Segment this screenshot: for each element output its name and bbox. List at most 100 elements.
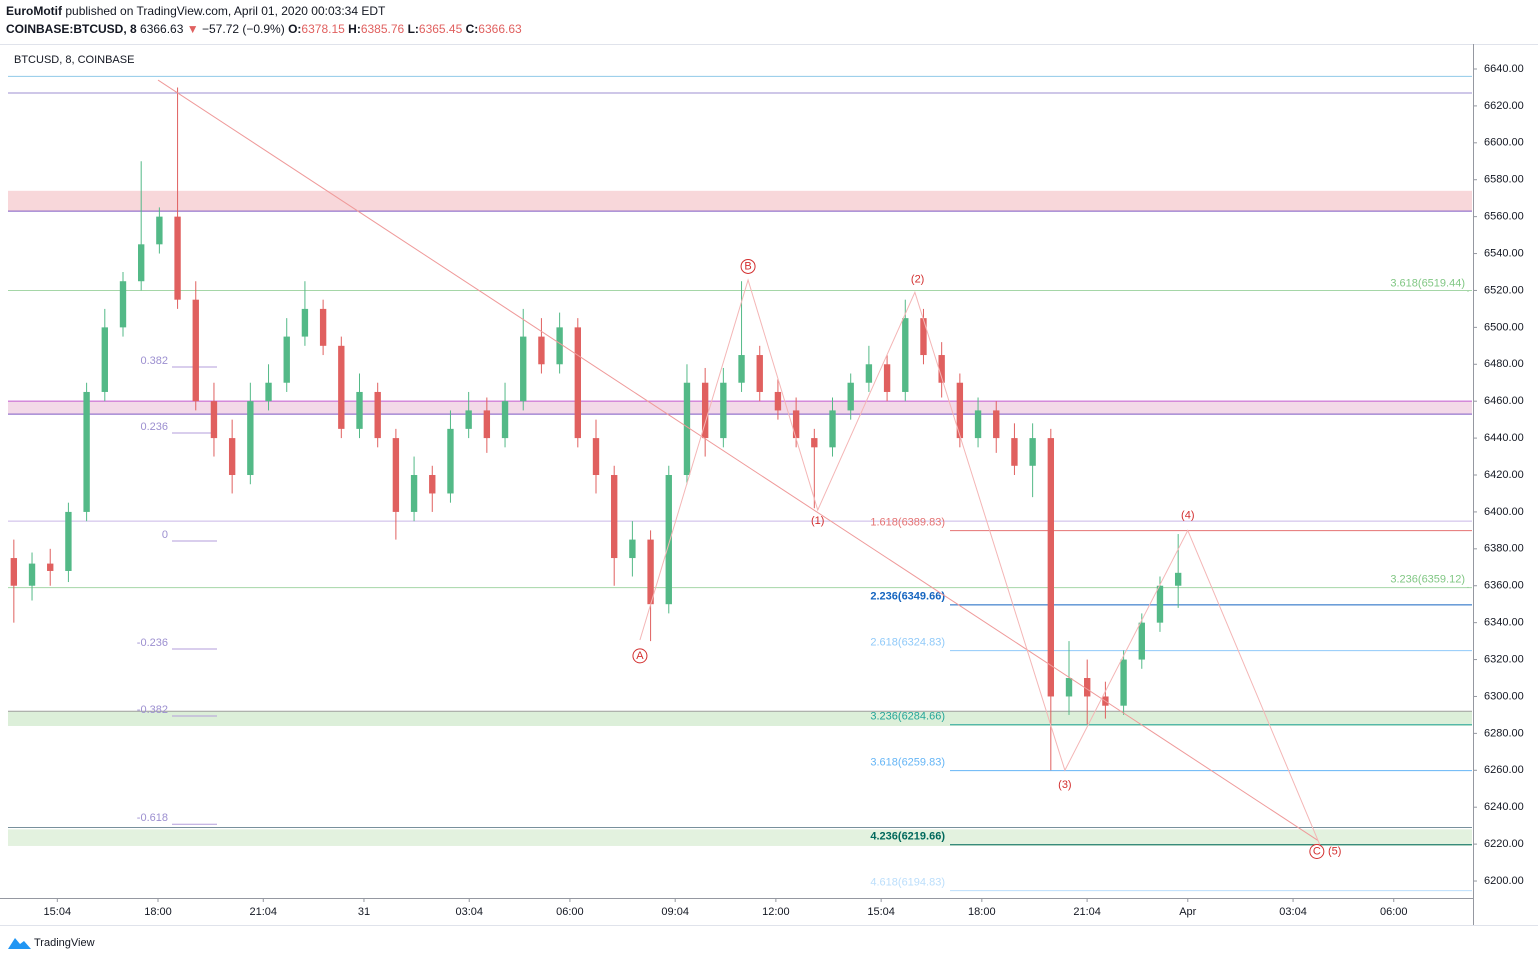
wave-path: [639, 278, 1321, 846]
fib-anchor: [1467, 586, 1469, 588]
x-tick-label: 12:00: [762, 906, 790, 918]
y-tick-label: 6560.00: [1484, 211, 1524, 223]
fib-label: 0.382: [140, 355, 168, 367]
candle-body: [283, 336, 290, 383]
price-axis-line: [1473, 44, 1474, 926]
tv-logo: [8, 938, 31, 949]
l-label: L:: [408, 22, 419, 36]
time-axis-line: [0, 898, 1474, 899]
fib-label: 3.618(6259.83): [870, 757, 945, 769]
candle-body: [720, 382, 727, 439]
fib-label: 2.236(6349.66): [870, 591, 945, 603]
wave-label: (1): [811, 515, 824, 527]
y-tick-label: 6340.00: [1484, 617, 1524, 629]
candle-body: [247, 401, 254, 476]
footer-brand[interactable]: TradingView: [34, 937, 95, 949]
x-tick-label: Apr: [1179, 906, 1196, 918]
fib-label: 2.618(6324.83): [870, 637, 945, 649]
x-tick-label: 18:00: [144, 906, 172, 918]
zone: [8, 829, 1472, 846]
y-tick-label: 6240.00: [1484, 801, 1524, 813]
fib-label: 4.236(6219.66): [870, 831, 945, 843]
candle-body: [101, 327, 108, 392]
x-tick-label: 09:04: [661, 906, 689, 918]
wave-circle: [1309, 843, 1325, 859]
candle-body: [974, 410, 982, 439]
candle-body: [1120, 659, 1127, 706]
candle-body: [647, 539, 654, 605]
x-tick-label: 15:04: [867, 906, 895, 918]
candle-body: [665, 475, 672, 605]
candle-body: [611, 475, 618, 559]
candle-body: [701, 382, 709, 439]
x-tick-label: 03:04: [1279, 906, 1307, 918]
change-arrow: ▼: [187, 22, 199, 36]
candle-body: [1174, 572, 1182, 586]
o-label: O:: [288, 22, 301, 36]
close: 6366.63: [478, 22, 522, 36]
footer-border: [0, 925, 1538, 926]
candle-body: [192, 299, 199, 402]
fib-label: -0.236: [137, 637, 168, 649]
candle-body: [865, 364, 873, 383]
candle-body: [156, 216, 163, 245]
y-tick-label: 6360.00: [1484, 580, 1524, 592]
candle-body: [520, 336, 527, 402]
candle-body: [556, 327, 563, 365]
y-tick-label: 6580.00: [1484, 174, 1524, 186]
candle-body: [265, 382, 272, 402]
candle-body: [429, 475, 436, 494]
author[interactable]: EuroMotif: [6, 4, 63, 18]
y-tick-label: 6400.00: [1484, 506, 1524, 518]
candle-body: [465, 410, 472, 429]
wave-circle: [740, 258, 756, 274]
wave-label: C: [1313, 845, 1321, 857]
candle-body: [1156, 585, 1164, 623]
wave-label: (2): [911, 273, 924, 285]
candle-body: [1138, 622, 1145, 660]
candle-body: [338, 345, 345, 429]
candle-body: [1029, 438, 1036, 466]
fib-label: -0.618: [137, 812, 168, 824]
wave-label: B: [744, 260, 751, 272]
candle-body: [319, 308, 327, 346]
symbol-line: COINBASE:BTCUSD, 8 6366.63 ▼ −57.72 (−0.…: [6, 22, 522, 36]
y-tick-label: 6520.00: [1484, 284, 1524, 296]
candle-body: [301, 308, 309, 337]
candle-body: [883, 364, 891, 392]
open: 6378.15: [301, 22, 345, 36]
candle-body: [629, 539, 636, 559]
candle-body: [738, 355, 745, 383]
candle-body: [447, 428, 454, 494]
candle-body: [138, 244, 145, 282]
wave-label: (4): [1181, 510, 1194, 522]
low: 6365.45: [419, 22, 463, 36]
y-tick-label: 6280.00: [1484, 727, 1524, 739]
candle-body: [174, 216, 181, 300]
top-border: [0, 44, 1538, 45]
candle-body: [210, 401, 218, 439]
candle-body: [792, 410, 800, 439]
candle-body: [410, 475, 418, 512]
candle-body: [920, 318, 927, 356]
candle-body: [756, 355, 763, 392]
wave-label: (3): [1058, 779, 1071, 791]
candle-body: [574, 327, 581, 439]
candle-body: [811, 438, 818, 448]
y-tick-label: 6460.00: [1484, 395, 1524, 407]
y-tick-label: 6320.00: [1484, 653, 1524, 665]
x-tick-label: 06:00: [1380, 906, 1408, 918]
last-price: 6366.63: [140, 22, 184, 36]
publish-info: published on TradingView.com, April 01, …: [65, 4, 386, 18]
candle-body: [938, 355, 945, 383]
x-tick-label: 21:04: [250, 906, 278, 918]
candle-body: [1047, 438, 1055, 697]
candle-body: [119, 281, 127, 328]
candle-body: [392, 438, 400, 512]
y-tick-label: 6440.00: [1484, 432, 1524, 444]
candle-body: [483, 410, 491, 439]
candle-body: [774, 391, 782, 411]
publish-line: EuroMotif published on TradingView.com, …: [6, 4, 386, 18]
candle-body: [829, 410, 836, 448]
